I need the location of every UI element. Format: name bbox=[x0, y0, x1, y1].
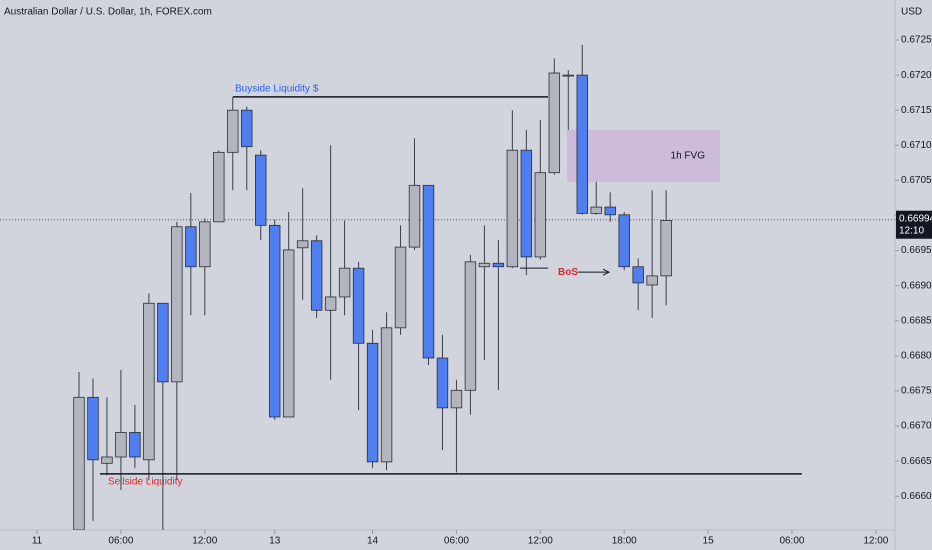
candle-body bbox=[255, 154, 267, 226]
candle-body bbox=[268, 224, 281, 418]
candle-body bbox=[408, 184, 421, 248]
fvg-label: 1h FVG bbox=[671, 150, 706, 161]
candle-body bbox=[296, 240, 309, 249]
x-tick-label: 11 bbox=[32, 536, 43, 547]
candle-body bbox=[227, 109, 239, 153]
candle-body bbox=[422, 184, 435, 359]
x-tick-label: 15 bbox=[703, 536, 715, 547]
candle-body bbox=[632, 266, 644, 284]
bos-label: BoS bbox=[558, 267, 578, 278]
x-tick-label: 13 bbox=[269, 536, 281, 547]
sellside-label: Sellside Liquidity bbox=[108, 476, 183, 487]
x-tick-label: 06:00 bbox=[779, 536, 804, 547]
candle-body bbox=[618, 214, 630, 268]
chart-title: Australian Dollar / U.S. Dollar, 1h, FOR… bbox=[4, 7, 212, 18]
fvg-zone bbox=[567, 129, 720, 182]
candle-body bbox=[520, 149, 533, 258]
candle-body bbox=[199, 221, 211, 268]
candle-body bbox=[394, 246, 407, 329]
x-tick-label: 18:00 bbox=[612, 536, 637, 547]
candle-body bbox=[478, 262, 491, 268]
x-tick-label: 06:00 bbox=[108, 536, 133, 547]
candle-body bbox=[129, 432, 141, 458]
candle-body bbox=[506, 149, 519, 268]
buyside-label: Buyside Liquidity $ bbox=[235, 84, 319, 95]
candle-body bbox=[73, 396, 85, 530]
candle-body bbox=[324, 296, 337, 311]
candle-body bbox=[590, 206, 602, 214]
candle-body bbox=[143, 302, 155, 461]
candle-body bbox=[171, 226, 183, 383]
candle-body bbox=[338, 267, 351, 298]
candle-body bbox=[87, 396, 99, 461]
candle-body bbox=[213, 151, 225, 223]
x-tick-label: 12:00 bbox=[863, 536, 888, 547]
last-price-tag bbox=[896, 210, 932, 239]
candle-body bbox=[492, 262, 505, 268]
bos-arrowhead bbox=[602, 268, 611, 276]
currency: USD bbox=[901, 7, 922, 18]
candle-body bbox=[310, 240, 323, 311]
x-tick-label: 14 bbox=[367, 536, 379, 547]
candle-body bbox=[660, 220, 672, 277]
countdown: 12:10 bbox=[899, 225, 924, 236]
candle-body bbox=[282, 249, 295, 418]
x-tick-label: 12:00 bbox=[528, 536, 553, 547]
candle-body bbox=[604, 206, 616, 216]
plot-area: 1h FVG Buyside Liquidity $ Sellside Liquid… bbox=[0, 44, 895, 530]
candle-body bbox=[241, 109, 253, 148]
candle-body bbox=[436, 357, 449, 409]
candle-body bbox=[352, 267, 365, 344]
candle-body bbox=[115, 432, 127, 458]
candle-body bbox=[646, 275, 658, 286]
candle-body bbox=[185, 226, 197, 268]
candle-body bbox=[576, 74, 588, 214]
candle-body bbox=[534, 172, 547, 258]
y-tick-label: 0.67250 bbox=[901, 35, 932, 46]
candle-body bbox=[562, 74, 574, 77]
candle-body bbox=[366, 342, 379, 463]
last-price-label: 0.66994 bbox=[899, 213, 932, 224]
candle-body bbox=[464, 261, 477, 391]
candle-body bbox=[450, 389, 463, 409]
candle-body bbox=[101, 456, 113, 464]
x-tick-label: 06:00 bbox=[444, 536, 469, 547]
candle-body bbox=[548, 72, 561, 174]
x-tick-label: 12:00 bbox=[192, 536, 217, 547]
candle-body bbox=[380, 327, 393, 463]
candle-body bbox=[157, 302, 169, 383]
